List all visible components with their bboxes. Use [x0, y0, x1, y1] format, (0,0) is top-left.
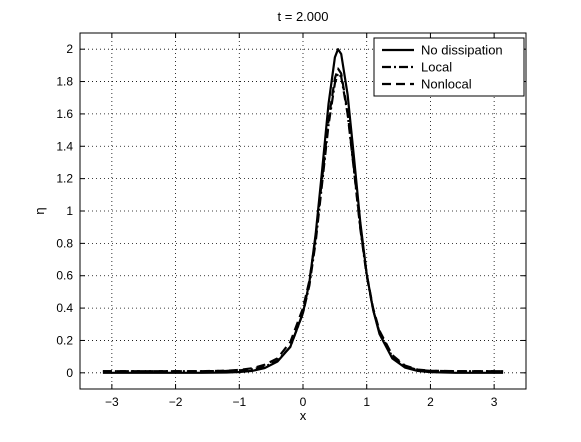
legend-label-2: Local	[421, 60, 452, 75]
grid	[80, 33, 526, 389]
x-tick-label: 2	[427, 395, 434, 409]
y-tick-label: 0.8	[56, 236, 73, 250]
y-tick-label: 1.2	[56, 172, 73, 186]
x-tick-label: 0	[300, 395, 307, 409]
y-tick-label: 0.4	[56, 301, 73, 315]
x-tick-label: 3	[491, 395, 498, 409]
y-axis-label: η	[32, 207, 47, 214]
legend: No dissipation Local Nonlocal	[373, 37, 525, 97]
y-tick-label: 0.6	[56, 269, 73, 283]
x-tick-label: −3	[105, 395, 119, 409]
y-tick-label: 2	[66, 42, 73, 56]
x-tick-label: −1	[232, 395, 246, 409]
chart-title: t = 2.000	[278, 9, 329, 24]
y-tick-label: 1.6	[56, 107, 73, 121]
legend-label-1: No dissipation	[421, 43, 503, 58]
x-tick-label: −2	[169, 395, 183, 409]
x-tick-label: 1	[363, 395, 370, 409]
y-tick-label: 1	[66, 204, 73, 218]
x-axis-label: x	[300, 408, 307, 423]
legend-label-3: Nonlocal	[421, 77, 472, 92]
series-layer	[102, 48, 504, 374]
y-tick-label: 1.4	[56, 139, 73, 153]
y-tick-label: 0	[66, 366, 73, 380]
axis-ticks: −3 −2 −1 0 1 2 3 0 0.2 0.4 0.6 0.8 1 1.2 1.4 1.6 1.8 2	[56, 33, 526, 409]
y-tick-label: 0.2	[56, 333, 73, 347]
y-tick-label: 1.8	[56, 75, 73, 89]
